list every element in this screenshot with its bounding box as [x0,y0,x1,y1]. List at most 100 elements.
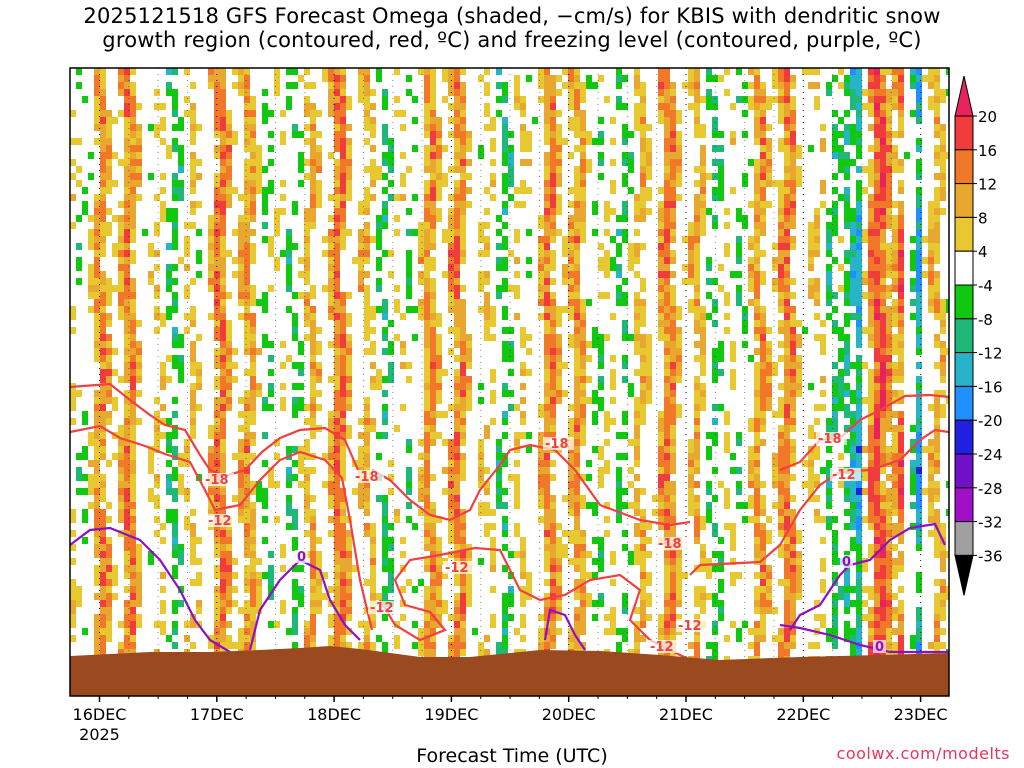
omega-cell [220,467,226,474]
omega-cell [634,621,640,628]
omega-cell [154,124,160,131]
omega-cell [376,369,382,376]
omega-cell [658,320,664,327]
omega-cell [718,187,724,194]
omega-cell [454,257,460,264]
omega-cell [454,446,460,453]
omega-cell [436,586,442,593]
omega-cell [160,173,166,180]
omega-cell [220,530,226,537]
omega-cell [316,593,322,600]
omega-cell [544,369,550,376]
omega-cell [850,453,856,460]
omega-cell [256,187,262,194]
omega-cell [574,201,580,208]
omega-cell [580,166,586,173]
omega-cell [598,117,604,124]
omega-cell [376,257,382,264]
omega-cell [706,313,712,320]
omega-cell [424,369,430,376]
omega-cell [496,467,502,474]
omega-cell [760,481,766,488]
omega-cell [844,635,850,642]
omega-cell [424,208,430,215]
omega-cell [130,257,136,264]
omega-cell [466,348,472,355]
omega-cell [436,138,442,145]
omega-cell [586,166,592,173]
omega-cell [412,96,418,103]
omega-cell [460,257,466,264]
omega-cell [286,474,292,481]
omega-cell [580,222,586,229]
omega-cell [454,495,460,502]
omega-cell [430,572,436,579]
omega-cell [190,320,196,327]
omega-cell [370,194,376,201]
omega-cell [754,467,760,474]
omega-cell [484,530,490,537]
omega-cell [694,313,700,320]
omega-cell [166,509,172,516]
omega-cell [166,208,172,215]
omega-cell [550,236,556,243]
omega-cell [550,194,556,201]
omega-cell [346,642,352,649]
omega-cell [190,432,196,439]
omega-cell [550,201,556,208]
omega-cell [544,292,550,299]
omega-cell [208,68,214,75]
omega-cell [454,369,460,376]
omega-cell [106,124,112,131]
omega-cell [628,152,634,159]
omega-cell [436,187,442,194]
omega-cell [790,509,796,516]
omega-cell [304,82,310,89]
omega-cell [550,502,556,509]
omega-cell [568,75,574,82]
omega-cell [382,201,388,208]
omega-cell [754,187,760,194]
omega-cell [628,187,634,194]
omega-cell [586,131,592,138]
omega-cell [586,397,592,404]
omega-cell [718,579,724,586]
omega-cell [424,565,430,572]
omega-cell [634,404,640,411]
omega-cell [148,495,154,502]
omega-cell [358,460,364,467]
omega-cell [544,257,550,264]
omega-cell [94,495,100,502]
omega-cell [340,222,346,229]
omega-cell [850,439,856,446]
omega-cell [460,404,466,411]
omega-cell [664,320,670,327]
omega-cell [568,558,574,565]
omega-cell [358,250,364,257]
omega-cell [754,257,760,264]
omega-cell [436,558,442,565]
omega-cell [454,82,460,89]
omega-cell [754,502,760,509]
omega-cell [70,558,76,565]
omega-cell [670,320,676,327]
omega-cell [334,446,340,453]
omega-cell [694,110,700,117]
omega-cell [736,467,742,474]
omega-cell [544,222,550,229]
omega-cell [670,250,676,257]
omega-cell [430,516,436,523]
omega-cell [166,474,172,481]
omega-cell [244,103,250,110]
omega-cell [502,187,508,194]
omega-cell [574,376,580,383]
omega-cell [790,537,796,544]
omega-cell [838,586,844,593]
omega-cell [814,642,820,649]
omega-cell [214,607,220,614]
omega-cell [550,250,556,257]
omega-cell [544,313,550,320]
omega-shading [70,68,949,663]
omega-cell [70,404,76,411]
omega-cell [304,208,310,215]
